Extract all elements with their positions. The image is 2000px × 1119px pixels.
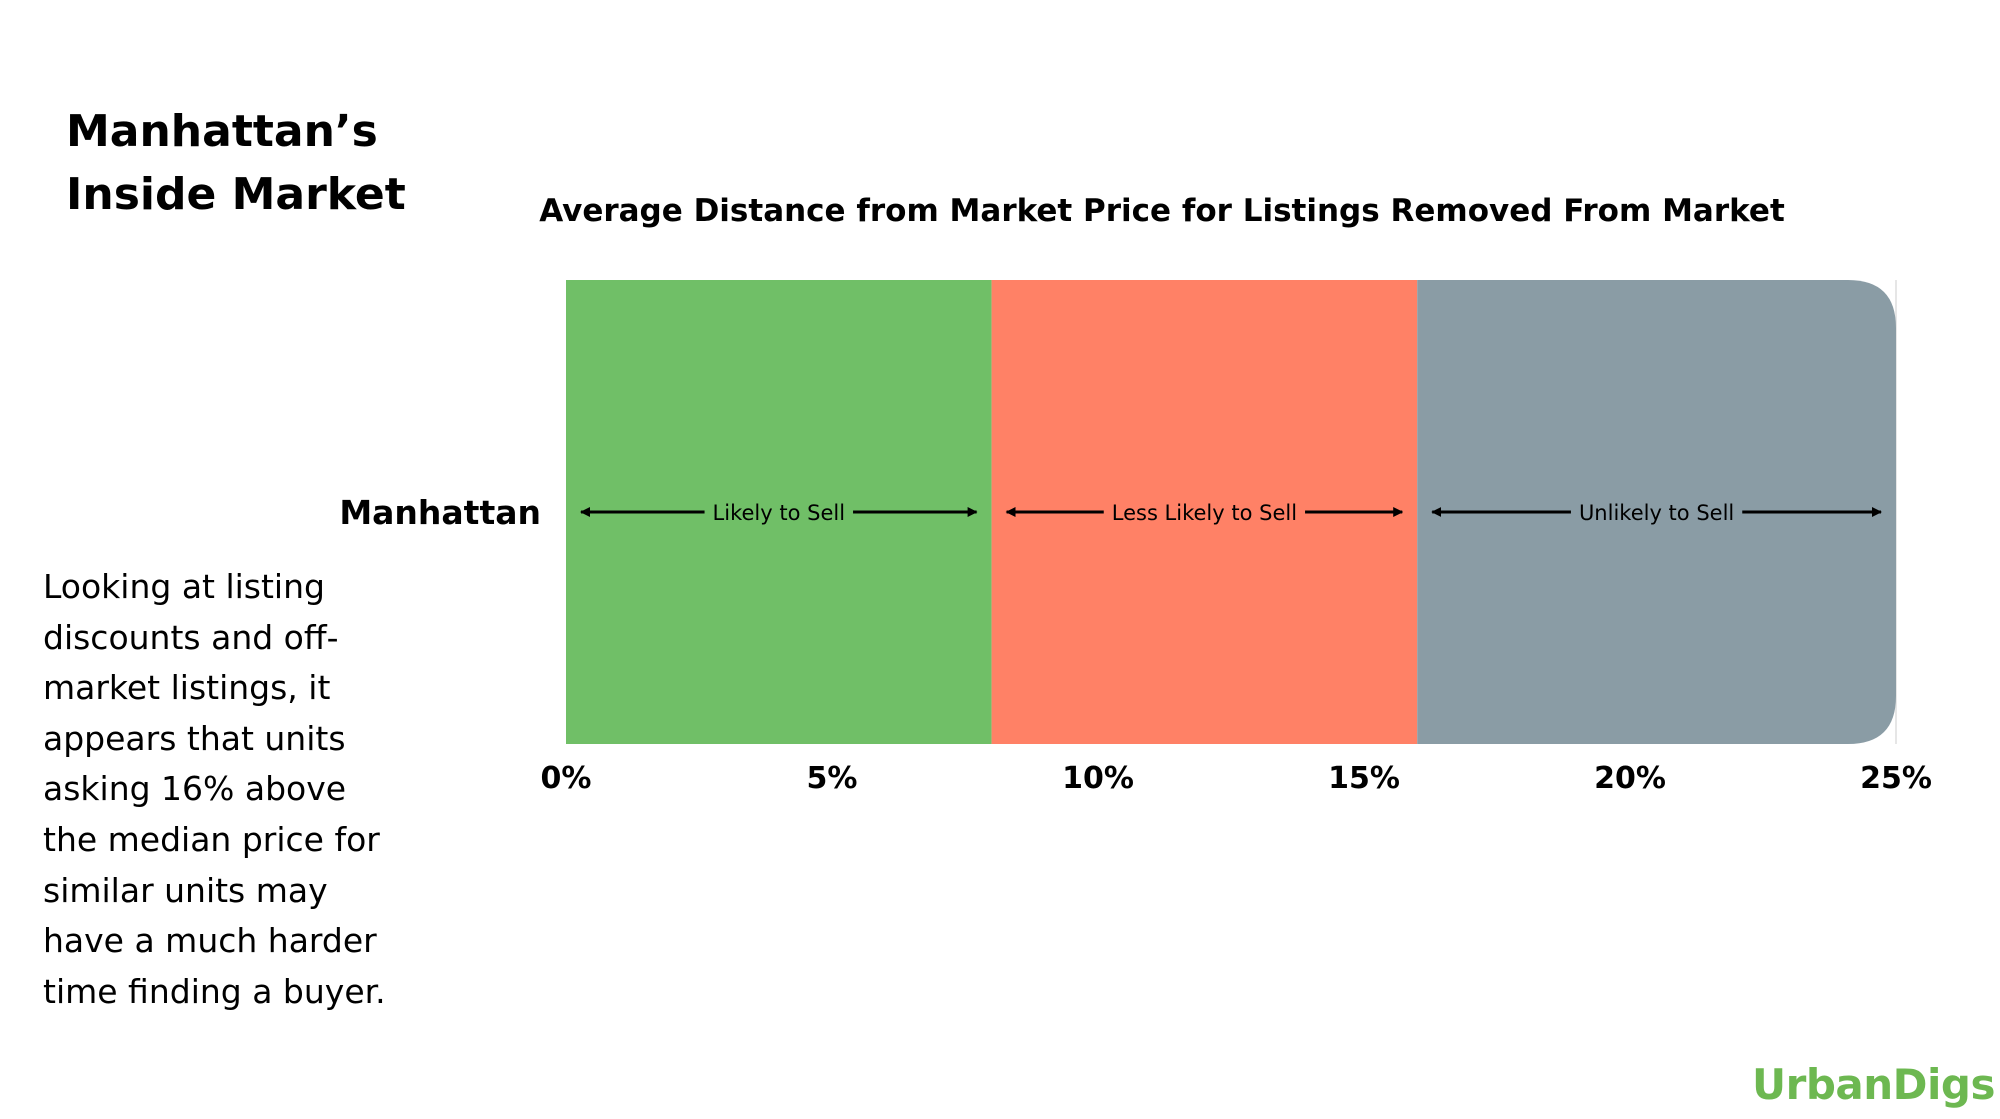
x-tick-label: 20%	[1594, 761, 1666, 796]
arrows-layer: Likely to Sell Less Likely to Sell Unlikel…	[580, 501, 1882, 525]
x-tick-label: 0%	[541, 761, 592, 796]
description-line: have a much harder	[43, 921, 377, 961]
x-tick-label: 10%	[1062, 761, 1134, 796]
x-tick-label: 5%	[807, 761, 858, 796]
description-line: appears that units	[43, 718, 346, 758]
page-title: Manhattan’s Inside Market	[66, 100, 466, 226]
segment-label: Less Likely to Sell	[1112, 501, 1297, 525]
description-line: discounts and off-	[43, 617, 339, 657]
segment-label: Likely to Sell	[713, 501, 845, 525]
category-label-manhattan: Manhattan	[339, 493, 541, 532]
x-tick-label: 15%	[1328, 761, 1400, 796]
page-title-line-2: Inside Market	[66, 169, 406, 220]
description-line: market listings, it	[43, 668, 331, 708]
urbandigs-logo: UrbanDigs	[1752, 1060, 1995, 1109]
description-line: asking 16% above	[43, 769, 347, 809]
x-axis: 0% 5% 10% 15% 20% 25%	[541, 761, 1932, 796]
page-title-line-1: Manhattan’s	[66, 106, 378, 157]
description-line: Looking at listing	[43, 567, 325, 606]
x-tick-label: 25%	[1860, 761, 1932, 796]
description-line: similar units may	[43, 870, 328, 910]
description-line: the median price for	[43, 819, 380, 859]
description-text: Looking at listing discounts and off- ma…	[43, 562, 443, 1017]
description-line: time finding a buyer.	[43, 971, 386, 1011]
segment-label: Unlikely to Sell	[1579, 501, 1734, 525]
chart-title: Average Distance from Market Price for L…	[539, 193, 1785, 229]
